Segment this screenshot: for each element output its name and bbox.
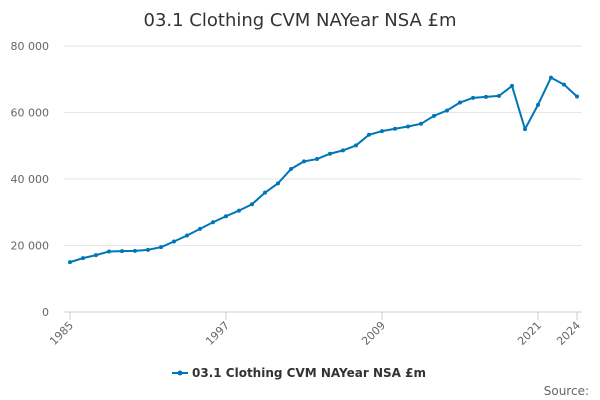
- data-point[interactable]: [406, 124, 410, 129]
- data-point[interactable]: [393, 126, 397, 131]
- data-point[interactable]: [120, 249, 124, 254]
- data-point[interactable]: [354, 143, 358, 148]
- data-point[interactable]: [302, 159, 306, 164]
- data-point[interactable]: [276, 181, 280, 186]
- data-point[interactable]: [237, 208, 241, 213]
- legend-marker-icon: [177, 370, 183, 376]
- plot-area: [68, 75, 579, 265]
- legend-item[interactable]: 03.1 Clothing CVM NAYear NSA £m: [172, 366, 426, 380]
- data-point[interactable]: [458, 100, 462, 105]
- data-point[interactable]: [263, 190, 267, 195]
- y-tick-label: 20 000: [11, 240, 50, 253]
- y-tick-label: 80 000: [11, 40, 50, 53]
- legend[interactable]: 03.1 Clothing CVM NAYear NSA £m: [172, 366, 426, 380]
- data-point[interactable]: [523, 127, 527, 132]
- x-tick-label: 2021: [515, 319, 544, 348]
- data-point[interactable]: [107, 249, 111, 254]
- data-point[interactable]: [367, 132, 371, 137]
- y-tick-label: 60 000: [11, 107, 50, 120]
- series-line: [69, 76, 578, 264]
- gridlines: [64, 45, 582, 313]
- data-point[interactable]: [289, 167, 293, 172]
- y-tick-label: 40 000: [11, 173, 50, 186]
- x-axis: 1985 1997 2009 2021 2024: [47, 311, 583, 348]
- data-point[interactable]: [471, 95, 475, 100]
- x-tick-label: 2024: [554, 319, 583, 348]
- y-axis: 0 20 000 40 000 60 000 80 000: [11, 40, 50, 319]
- data-point[interactable]: [133, 248, 137, 253]
- chart-title: 03.1 Clothing CVM NAYear NSA £m: [144, 10, 457, 31]
- data-point[interactable]: [341, 148, 345, 153]
- data-point[interactable]: [536, 102, 540, 107]
- legend-label: 03.1 Clothing CVM NAYear NSA £m: [192, 366, 426, 380]
- data-point[interactable]: [198, 226, 202, 231]
- data-point[interactable]: [562, 82, 566, 87]
- data-point[interactable]: [94, 253, 98, 258]
- data-point[interactable]: [549, 75, 553, 80]
- data-point[interactable]: [159, 245, 163, 250]
- data-point[interactable]: [497, 93, 501, 98]
- data-point[interactable]: [575, 94, 579, 99]
- data-point[interactable]: [172, 239, 176, 244]
- data-point[interactable]: [484, 94, 488, 99]
- data-point[interactable]: [146, 247, 150, 252]
- data-point[interactable]: [315, 157, 319, 162]
- data-point[interactable]: [510, 83, 514, 88]
- data-point[interactable]: [419, 121, 423, 126]
- data-point[interactable]: [250, 202, 254, 207]
- data-point[interactable]: [328, 151, 332, 156]
- data-point[interactable]: [68, 260, 72, 265]
- data-point[interactable]: [380, 129, 384, 134]
- data-point[interactable]: [445, 108, 449, 113]
- data-point[interactable]: [211, 220, 215, 225]
- data-point[interactable]: [185, 233, 189, 238]
- y-tick-label: 0: [42, 306, 49, 319]
- data-point[interactable]: [432, 113, 436, 118]
- source-label: Source:: [544, 384, 589, 398]
- x-tick-label: 1997: [203, 319, 232, 348]
- data-point[interactable]: [224, 214, 228, 219]
- data-point[interactable]: [81, 256, 85, 261]
- x-tick-label: 2009: [359, 319, 388, 348]
- x-tick-label: 1985: [47, 319, 76, 348]
